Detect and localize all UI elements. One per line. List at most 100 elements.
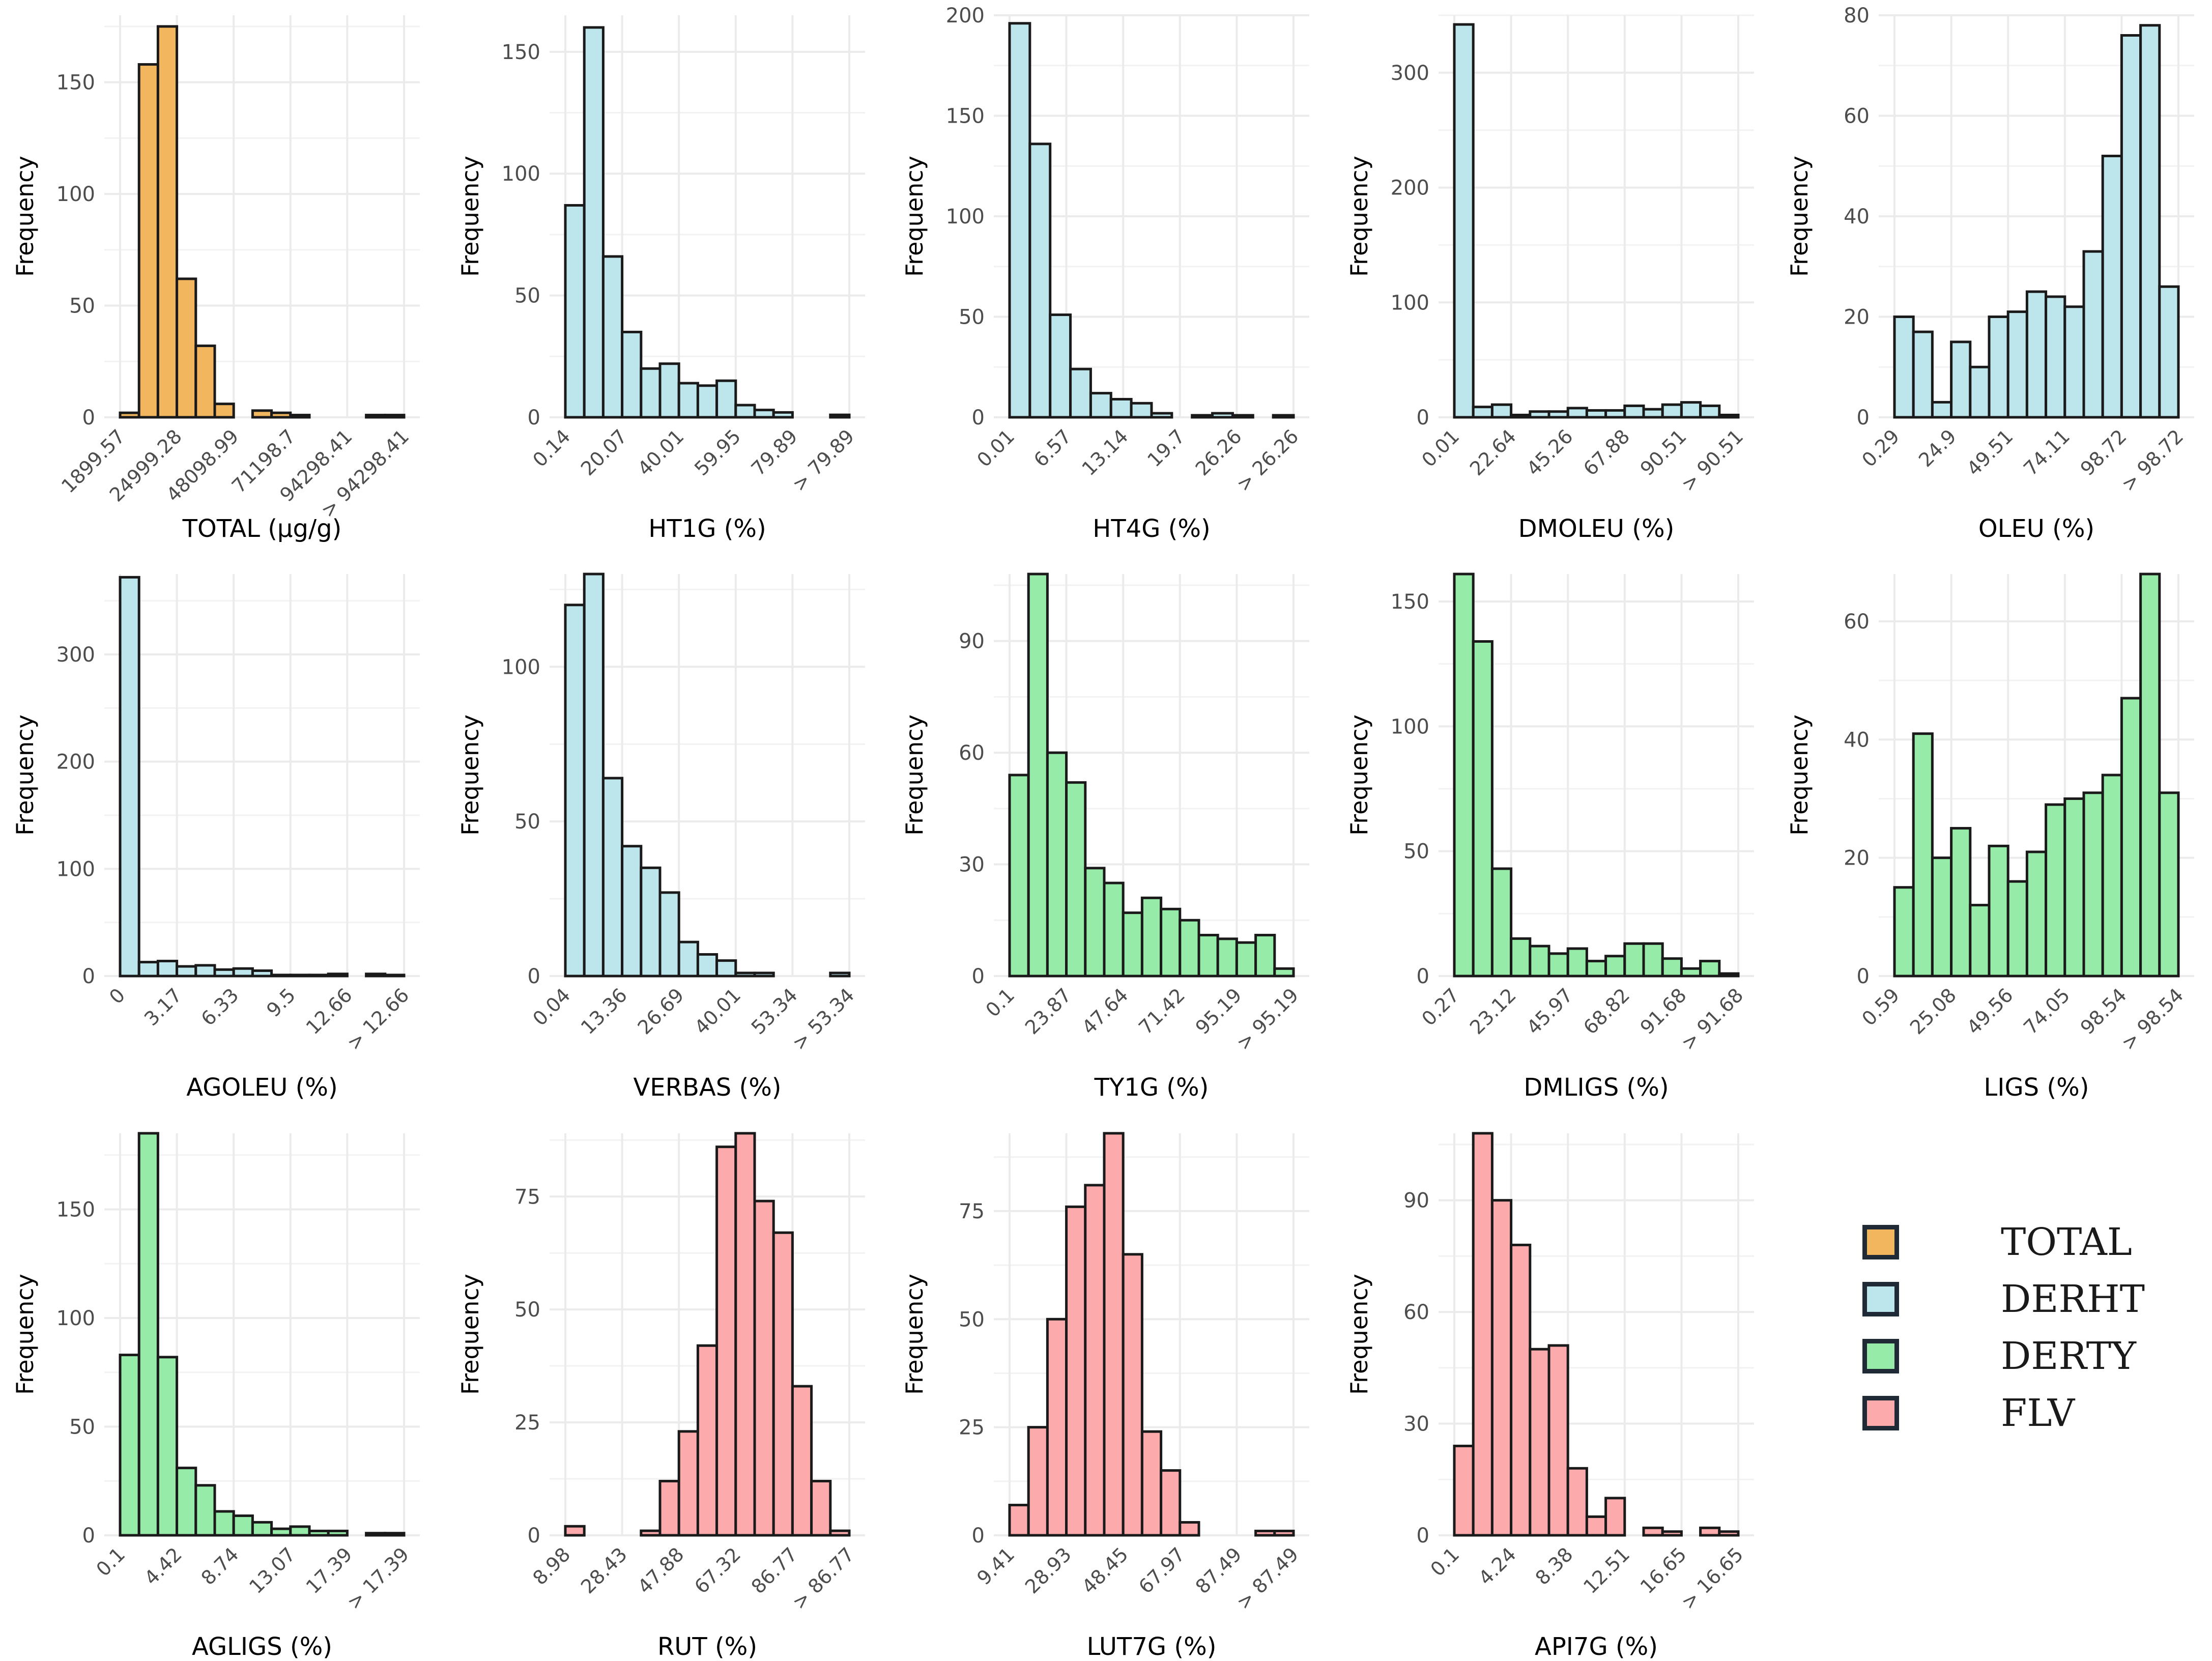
x-axis-label: HT1G (%) xyxy=(648,514,766,543)
histogram-bar xyxy=(384,414,406,419)
legend-item-flv: FLV xyxy=(1862,1385,2193,1442)
y-axis-label: Frequency xyxy=(456,714,484,836)
x-tick-label: 6.33 xyxy=(197,984,243,1030)
histogram-bar xyxy=(658,1479,680,1537)
histogram-panel: 0 30 60 90 0.1 23.87 47.64 71.42 95.19> 95.19 TY1… xyxy=(901,572,1309,1102)
histogram-bar xyxy=(810,1479,832,1537)
histogram-bar xyxy=(1529,1348,1550,1537)
y-tick-label: 50 xyxy=(514,284,540,308)
histogram-bar xyxy=(1680,401,1702,419)
y-axis-label: Frequency xyxy=(11,714,39,836)
x-axis-label: RUT (%) xyxy=(657,1633,757,1661)
x-axis-label: AGOLEU (%) xyxy=(186,1073,338,1102)
histogram-bar xyxy=(2139,24,2161,419)
x-tick-label: 4.42 xyxy=(140,1543,186,1589)
y-tick-label: 30 xyxy=(959,853,985,877)
legend-label-total: TOTAL xyxy=(2001,1220,2132,1264)
y-tick-label: 60 xyxy=(959,741,985,765)
histogram-bar xyxy=(1893,886,1915,978)
histogram-bar xyxy=(583,572,605,978)
x-tick-label: 95.19 xyxy=(1191,984,1246,1039)
y-tick-label: 50 xyxy=(514,810,540,834)
histogram-bar xyxy=(1109,397,1133,419)
histogram-bar xyxy=(2025,850,2048,978)
histogram-panel: 0 100 200 300 0.01 22.64 45.26 67.88 90.51> 90.5… xyxy=(1345,14,1754,543)
y-tick-label: 300 xyxy=(1391,62,1429,85)
y-axis-label: Frequency xyxy=(901,714,928,836)
histogram-bar xyxy=(1604,409,1626,419)
x-axis-label: DMOLEU (%) xyxy=(1518,514,1675,543)
y-tick-label: 100 xyxy=(502,655,540,679)
x-tick-label: 19.7 xyxy=(1143,425,1189,471)
histogram-bar xyxy=(1661,957,1683,978)
histogram-bar xyxy=(1122,911,1143,978)
histogram-bar xyxy=(365,972,387,978)
x-tick-label: 0.1 xyxy=(92,1543,130,1581)
y-tick-label: 60 xyxy=(1844,105,1870,128)
histogram-bar xyxy=(1179,1521,1200,1537)
y-tick-label: 150 xyxy=(1391,590,1429,614)
histogram-bar xyxy=(308,1529,330,1537)
x-axis-label: VERBAS (%) xyxy=(633,1073,781,1102)
histogram-bar xyxy=(119,576,140,978)
legend-swatch-derht xyxy=(1862,1282,1899,1316)
y-tick-label: 100 xyxy=(1391,715,1429,738)
y-tick-label: 0 xyxy=(1417,965,1429,988)
histogram-bar xyxy=(1046,751,1068,978)
x-tick-label: 23.87 xyxy=(1021,984,1076,1039)
histogram-bar xyxy=(365,1532,387,1537)
x-tick-label: 8.38 xyxy=(1531,1543,1577,1589)
histogram-bar xyxy=(564,204,586,419)
y-tick-label: 75 xyxy=(959,1200,985,1223)
y-tick-label: 20 xyxy=(1844,847,1870,870)
histogram-panel: 0 50 100 150 0.14 20.07 40.01 59.95 79.89> 79.89… xyxy=(456,15,865,543)
y-tick-label: 50 xyxy=(959,1308,985,1331)
histogram-bar xyxy=(213,1510,235,1537)
histogram-bar xyxy=(251,409,273,419)
histogram-bar xyxy=(1130,402,1153,419)
x-tick-label: 6.57 xyxy=(1029,425,1076,471)
y-tick-label: 100 xyxy=(502,162,540,186)
histogram-bar xyxy=(1273,967,1295,978)
histogram-bar xyxy=(1510,937,1532,978)
y-tick-label: 0 xyxy=(1857,406,1870,429)
histogram-panel: 0 50 100 0.04 13.36 26.69 40.01 53.34> 53.34VER… xyxy=(456,572,865,1102)
histogram-panel: 0 30 60 90 0.1 4.24 8.38 12.51 16.65> 16.65 API7G… xyxy=(1345,1132,1754,1661)
histogram-bar xyxy=(1069,367,1092,419)
y-tick-label: 0 xyxy=(1857,965,1870,988)
histogram-bar xyxy=(1084,1184,1106,1537)
legend-label-derty: DERTY xyxy=(2001,1334,2136,1378)
histogram-bar xyxy=(1028,142,1052,419)
x-tick-label: 26.26 xyxy=(1191,425,1246,480)
histogram-bar xyxy=(137,961,159,978)
histogram-bar xyxy=(176,277,197,419)
y-tick-label: 100 xyxy=(56,1307,95,1330)
histogram-bar xyxy=(156,1356,179,1537)
y-axis-label: Frequency xyxy=(11,1274,39,1395)
x-tick-label: 13.36 xyxy=(577,984,631,1039)
y-tick-label: 200 xyxy=(946,4,985,27)
histogram-bar xyxy=(1065,781,1087,978)
y-tick-label: 200 xyxy=(1391,177,1429,200)
x-tick-label: 53.34 xyxy=(747,984,802,1039)
x-tick-label: 12.51 xyxy=(1579,1543,1634,1598)
y-tick-label: 100 xyxy=(56,183,95,206)
x-tick-label: 8.74 xyxy=(197,1543,243,1589)
y-tick-label: 0 xyxy=(82,965,95,988)
x-tick-label: 0.01 xyxy=(972,425,1019,471)
histogram-bar xyxy=(1529,410,1550,419)
x-tick-label: > 95.19 xyxy=(1232,984,1303,1054)
histogram-panel: 0 20 40 60 80 0.29 24.9 49.51 74.11 98.72> 98.72 O… xyxy=(1786,4,2194,543)
y-axis-label: Frequency xyxy=(1786,156,1813,277)
histogram-panel: 0 50 100 150 200 0.01 6.57 13.14 19.7 26.26> 26.2… xyxy=(901,4,1309,543)
histogram-bar xyxy=(1160,907,1182,978)
legend-label-flv: FLV xyxy=(2001,1391,2075,1435)
histogram-bar xyxy=(137,63,159,419)
y-tick-label: 0 xyxy=(972,406,985,429)
x-tick-label: 9.41 xyxy=(972,1543,1019,1589)
histogram-bar xyxy=(564,604,586,978)
histogram-bar xyxy=(1912,330,1934,419)
y-tick-label: 0 xyxy=(972,965,985,988)
x-tick-label: 13.07 xyxy=(245,1543,300,1598)
histogram-bar xyxy=(1140,1430,1163,1537)
